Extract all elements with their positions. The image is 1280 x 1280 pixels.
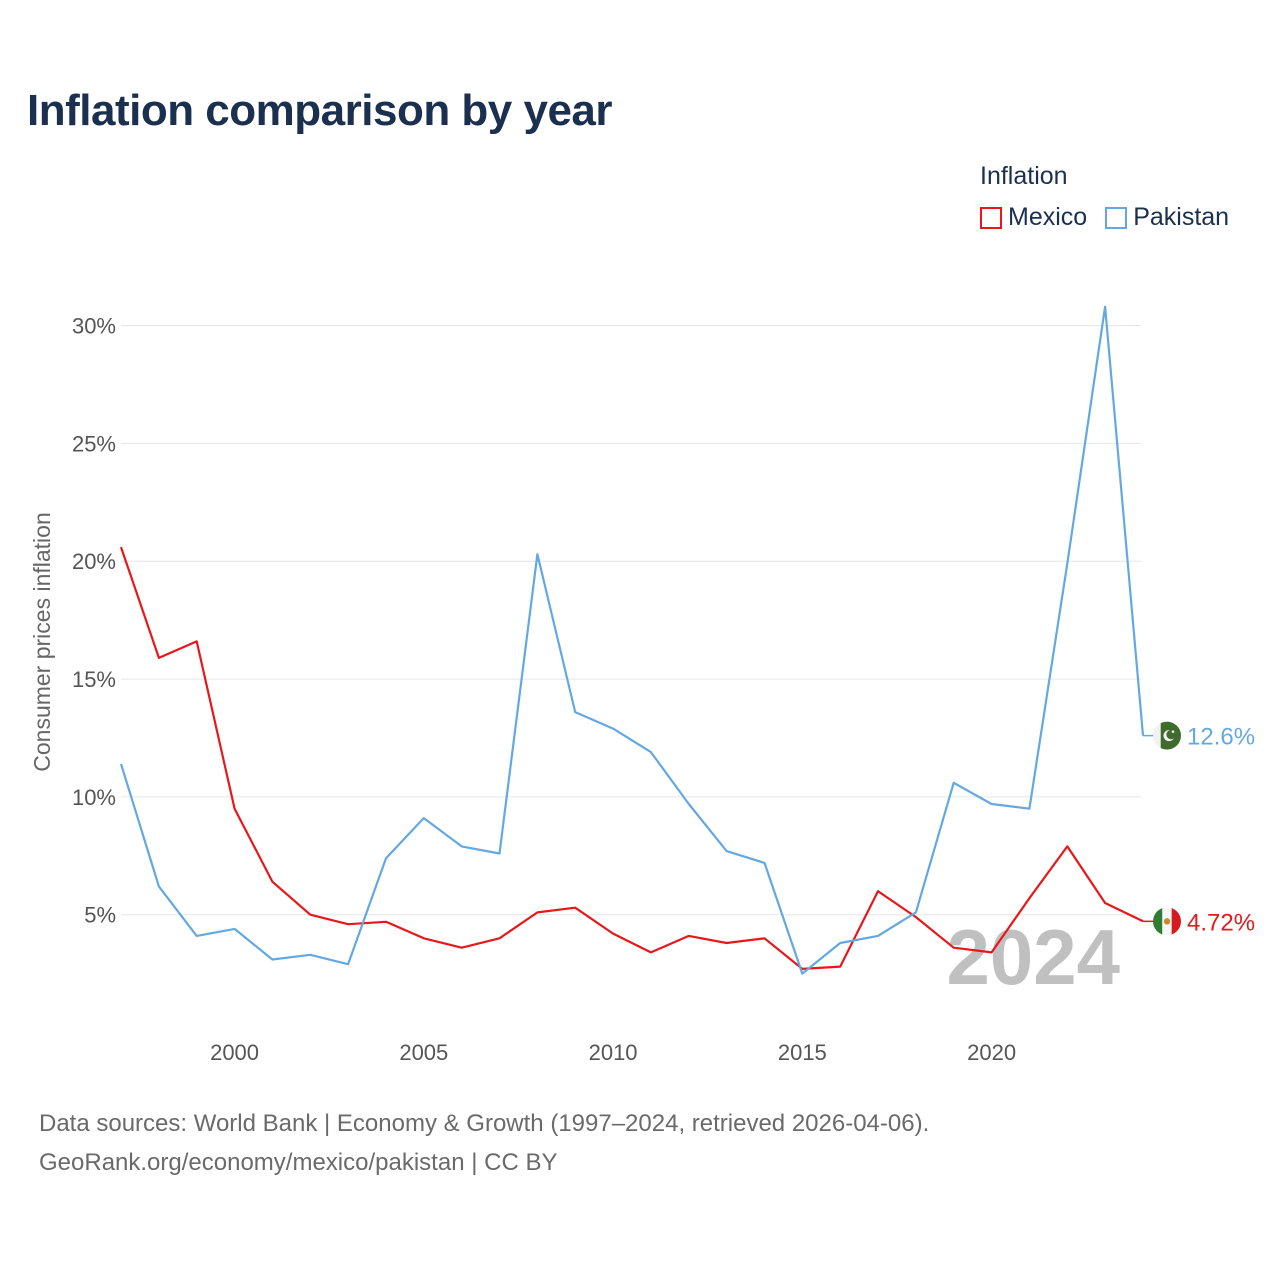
legend-label-pakistan: Pakistan bbox=[1133, 203, 1230, 231]
legend: Inflation Mexico Pakistan bbox=[980, 162, 1229, 232]
legend-item-mexico[interactable]: Mexico bbox=[980, 203, 1087, 232]
y-tick-label: 15% bbox=[72, 667, 116, 692]
legend-title: Inflation bbox=[980, 162, 1068, 190]
line-chart: 5% 10% 15% 20% 25% 30% 2000 2005 2010 2015 2020 2… bbox=[29, 305, 1255, 1065]
pakistan-flag-icon bbox=[1153, 721, 1181, 750]
series-line-pakistan[interactable] bbox=[119, 305, 1145, 975]
mexico-flag-icon bbox=[1153, 907, 1181, 936]
footer: Data sources: World Bank | Economy & Gro… bbox=[39, 1104, 929, 1182]
data-source-note: Data sources: World Bank | Economy & Gro… bbox=[39, 1110, 930, 1137]
y-tick-label: 25% bbox=[72, 431, 116, 456]
legend-swatch-pakistan bbox=[1105, 206, 1128, 229]
legend-swatch-mexico bbox=[980, 206, 1002, 229]
y-tick-label: 30% bbox=[72, 314, 116, 339]
end-value-label-pakistan: 12.6% bbox=[1187, 724, 1255, 751]
x-tick-label: 2000 bbox=[210, 1040, 259, 1065]
x-tick-label: 2010 bbox=[589, 1040, 638, 1065]
end-value-label-mexico: 4.72% bbox=[1187, 909, 1255, 936]
source-link[interactable]: GeoRank.org/economy/mexico/pakistan | CC… bbox=[39, 1149, 558, 1176]
page-title: Inflation comparison by year bbox=[27, 86, 613, 135]
y-axis-title: Consumer prices inflation bbox=[29, 512, 55, 772]
legend-item-pakistan[interactable]: Pakistan bbox=[1105, 203, 1229, 232]
x-tick-label: 2020 bbox=[967, 1040, 1016, 1065]
y-tick-label: 20% bbox=[72, 549, 116, 574]
year-watermark: 2024 bbox=[946, 913, 1120, 1001]
y-tick-label: 10% bbox=[72, 785, 116, 810]
legend-label-mexico: Mexico bbox=[1008, 203, 1088, 231]
x-tick-label: 2015 bbox=[778, 1040, 827, 1065]
x-tick-label: 2005 bbox=[399, 1040, 448, 1065]
series-line-mexico[interactable] bbox=[119, 546, 1144, 971]
y-tick-label: 5% bbox=[84, 903, 116, 928]
